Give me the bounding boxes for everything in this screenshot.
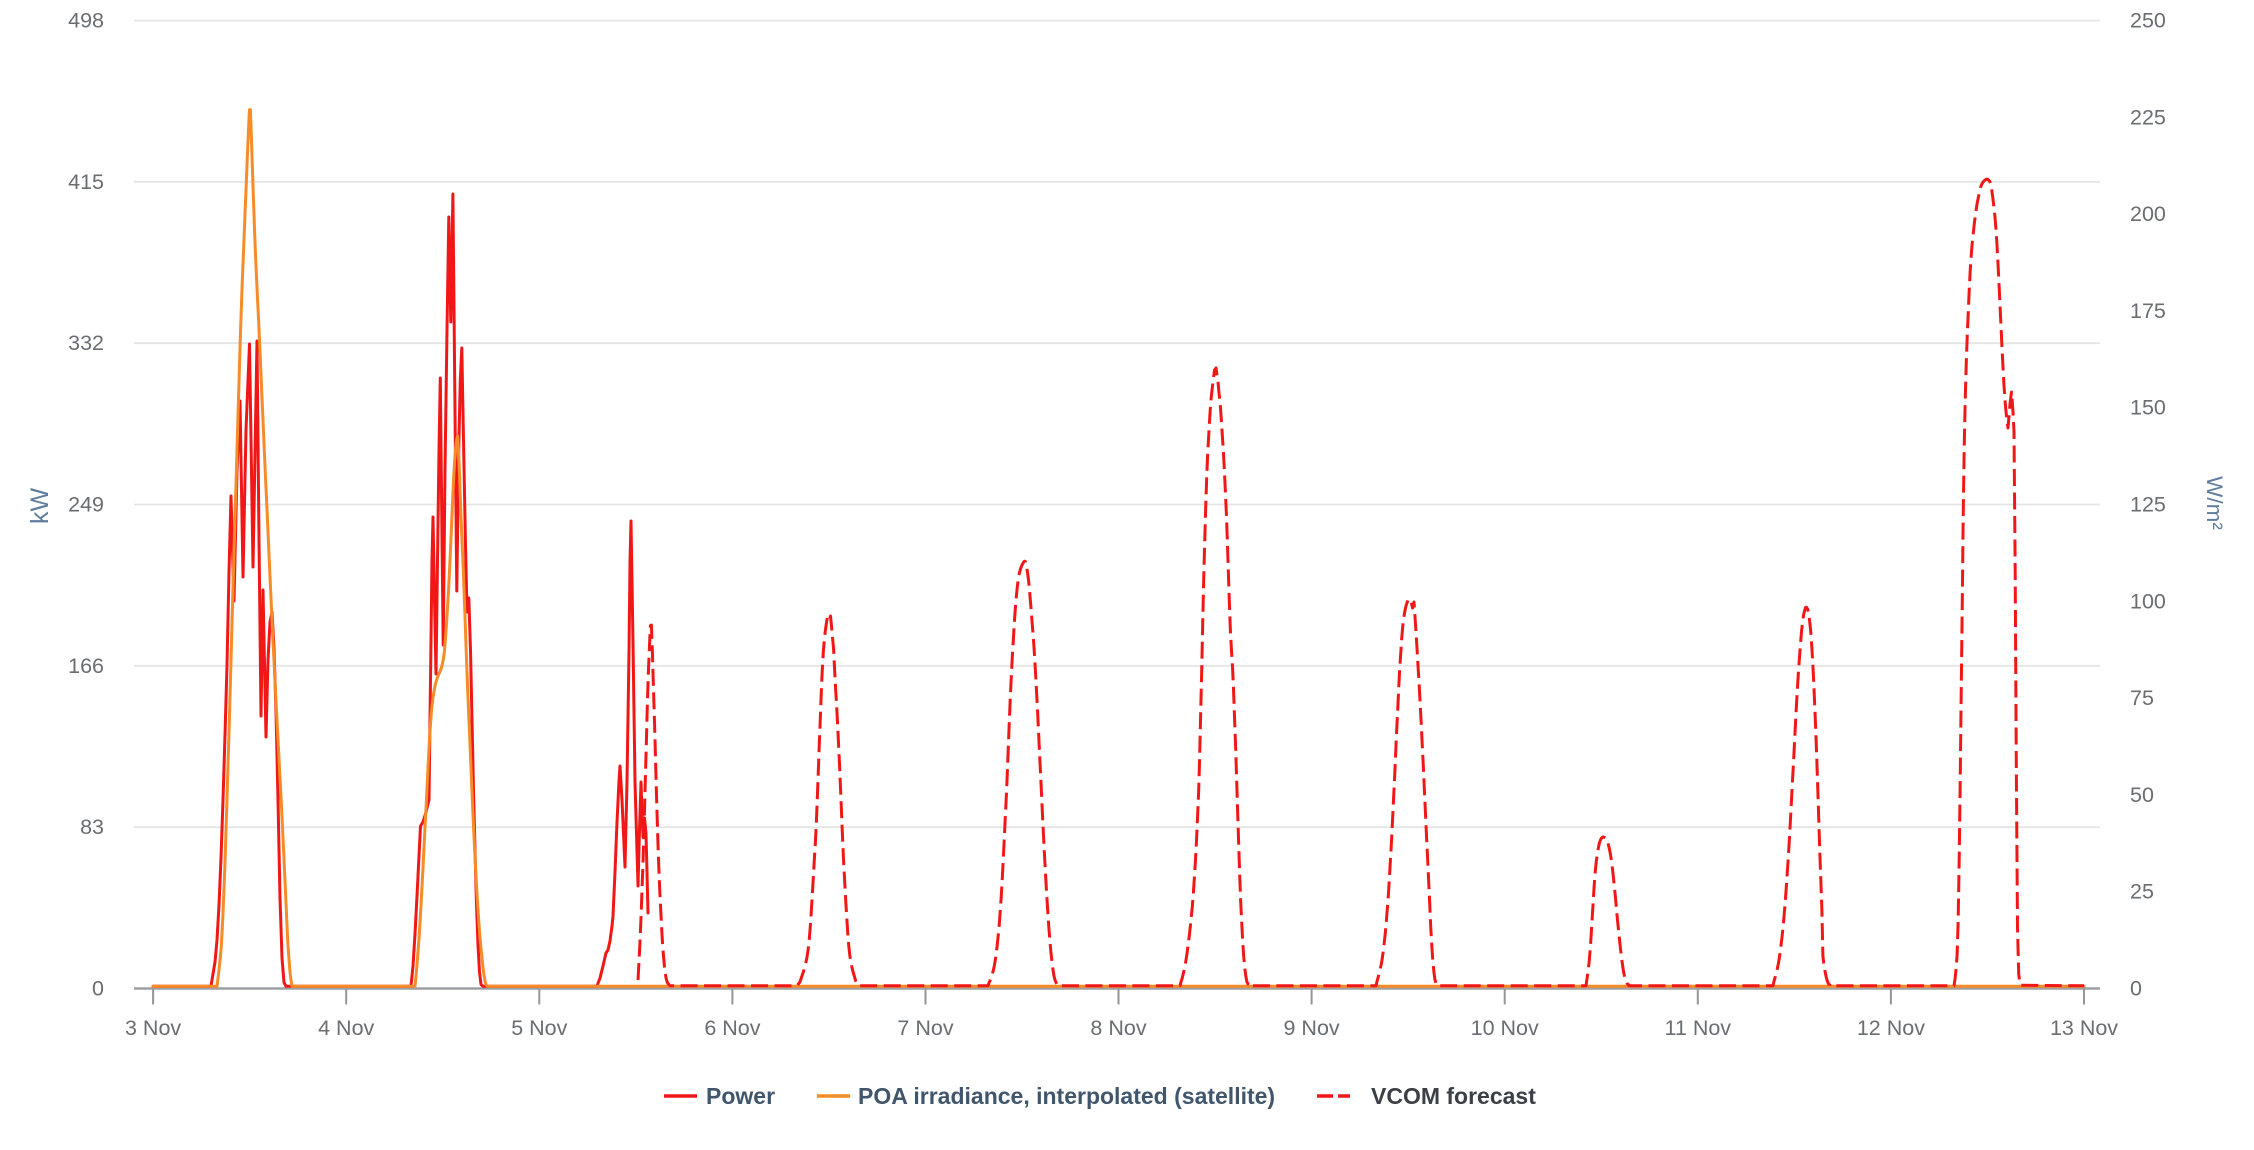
svg-text:12 Nov: 12 Nov [1857, 1016, 1925, 1040]
svg-text:100: 100 [2130, 589, 2166, 613]
svg-text:200: 200 [2130, 202, 2166, 226]
svg-text:0: 0 [92, 977, 104, 1001]
svg-text:50: 50 [2130, 783, 2154, 807]
svg-text:Power: Power [706, 1083, 775, 1109]
svg-text:0: 0 [2130, 977, 2142, 1001]
svg-text:415: 415 [68, 170, 104, 194]
svg-text:332: 332 [68, 331, 104, 355]
svg-text:5 Nov: 5 Nov [511, 1016, 567, 1040]
svg-text:175: 175 [2130, 299, 2166, 323]
svg-text:11 Nov: 11 Nov [1665, 1016, 1732, 1040]
svg-text:W/m²: W/m² [2202, 476, 2227, 530]
svg-text:10 Nov: 10 Nov [1471, 1016, 1539, 1040]
svg-text:8 Nov: 8 Nov [1090, 1016, 1146, 1040]
svg-text:166: 166 [68, 654, 104, 678]
svg-text:3 Nov: 3 Nov [125, 1016, 181, 1040]
svg-text:kW: kW [26, 488, 54, 525]
svg-text:249: 249 [68, 493, 104, 517]
svg-text:250: 250 [2130, 9, 2166, 33]
svg-text:4 Nov: 4 Nov [318, 1016, 374, 1040]
svg-text:498: 498 [68, 9, 104, 33]
svg-text:150: 150 [2130, 396, 2166, 420]
svg-text:83: 83 [80, 815, 104, 839]
svg-text:125: 125 [2130, 493, 2166, 517]
svg-text:13 Nov: 13 Nov [2050, 1016, 2118, 1040]
svg-text:75: 75 [2130, 686, 2154, 710]
svg-text:25: 25 [2130, 880, 2154, 904]
svg-text:225: 225 [2130, 105, 2166, 129]
svg-text:7 Nov: 7 Nov [897, 1016, 953, 1040]
svg-text:9 Nov: 9 Nov [1284, 1016, 1340, 1040]
svg-text:VCOM forecast: VCOM forecast [1371, 1083, 1536, 1109]
svg-text:POA irradiance, interpolated (: POA irradiance, interpolated (satellite) [858, 1083, 1275, 1109]
svg-text:6 Nov: 6 Nov [704, 1016, 760, 1040]
